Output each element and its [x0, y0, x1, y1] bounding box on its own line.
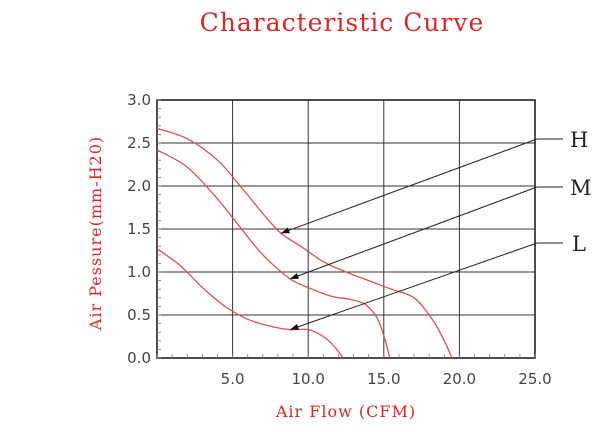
y-tick-label: 0.5 [127, 306, 151, 324]
y-tick-label: 3.0 [127, 91, 151, 109]
curve-l [156, 248, 344, 359]
series-curves [156, 127, 453, 359]
x-tick-label: 15.0 [367, 370, 400, 388]
x-tick-label: 20.0 [443, 370, 476, 388]
y-tick-label: 2.5 [127, 134, 151, 152]
leader-line-h [280, 138, 563, 234]
axis-ticks: 5.0 10.0 15.0 20.0 25.0 0.0 0.5 1.0 1.5 2.0 2.5 3.0 [127, 91, 552, 388]
grid [156, 99, 536, 359]
leader-arrow-m [290, 273, 300, 279]
leader-arrow-h [280, 227, 290, 234]
leader-line-l [289, 242, 563, 331]
curve-m [156, 149, 391, 359]
series-label-h: H [570, 128, 588, 152]
y-tick-label: 2.0 [127, 177, 151, 195]
chart-title: Characteristic Curve [200, 8, 485, 37]
leader-line-m [289, 186, 563, 280]
series-leaders [280, 138, 563, 331]
x-axis-title: Air Flow (CFM) [275, 402, 416, 421]
series-label-m: M [570, 176, 592, 200]
x-tick-label: 5.0 [221, 370, 245, 388]
y-tick-label: 1.5 [127, 220, 151, 238]
leader-arrow-l [290, 323, 300, 330]
y-tick-label: 1.0 [127, 263, 151, 281]
x-tick-label: 10.0 [291, 370, 324, 388]
curve-h [156, 127, 453, 359]
y-tick-label: 0.0 [127, 349, 151, 367]
y-axis-title: Air Pessure(mm-H20) [86, 136, 105, 331]
series-label-l: L [572, 232, 586, 256]
x-tick-label: 25.0 [518, 370, 551, 388]
series-labels: HM L [570, 128, 592, 256]
